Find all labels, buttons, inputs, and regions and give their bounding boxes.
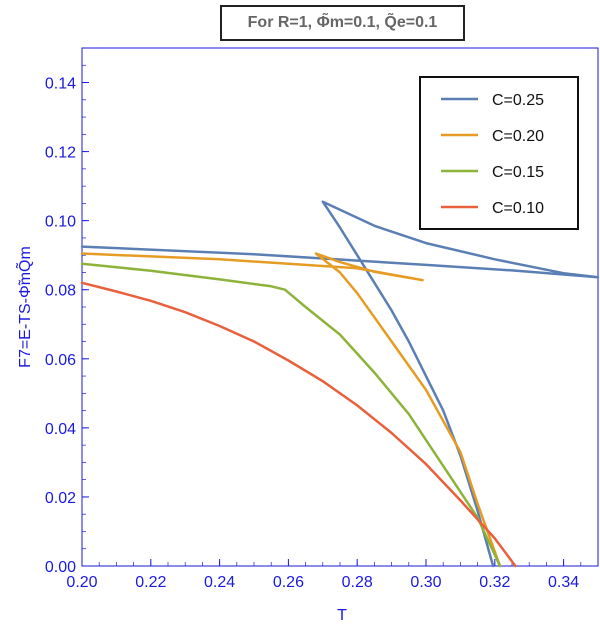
y-tick-label: 0.08 — [45, 283, 76, 300]
legend-label: C=0.15 — [492, 164, 544, 181]
x-tick-label: 0.24 — [204, 574, 235, 591]
y-tick-label: 0.00 — [45, 559, 76, 576]
y-axis-label: F7=E-TS-Φ̃mQ̃m — [14, 246, 34, 368]
x-tick-label: 0.30 — [410, 574, 441, 591]
y-tick-label: 0.02 — [45, 490, 76, 507]
x-tick-label: 0.28 — [342, 574, 373, 591]
series-line-c-0-15 — [80, 262, 502, 568]
x-axis-label: T — [337, 607, 347, 624]
legend-label: C=0.10 — [492, 200, 544, 217]
y-tick-label: 0.10 — [45, 214, 76, 231]
x-tick-label: 0.20 — [66, 574, 97, 591]
chart-title: For R=1, Φ̃m=0.1, Q̃e=0.1 — [220, 5, 465, 41]
legend-box — [419, 76, 579, 230]
series-line-c-0-20 — [80, 252, 502, 568]
series-line-c-0-25 — [80, 200, 600, 568]
y-tick-label: 0.04 — [45, 421, 76, 438]
x-tick-label: 0.32 — [479, 574, 510, 591]
x-tick-label: 0.22 — [135, 574, 166, 591]
legend-label: C=0.25 — [492, 92, 544, 109]
y-tick-label: 0.06 — [45, 352, 76, 369]
x-tick-label: 0.26 — [273, 574, 304, 591]
y-tick-label: 0.14 — [45, 76, 76, 93]
legend-label: C=0.20 — [492, 128, 544, 145]
series-line-c-0-10 — [80, 281, 517, 568]
y-tick-label: 0.12 — [45, 145, 76, 162]
x-tick-label: 0.34 — [548, 574, 579, 591]
